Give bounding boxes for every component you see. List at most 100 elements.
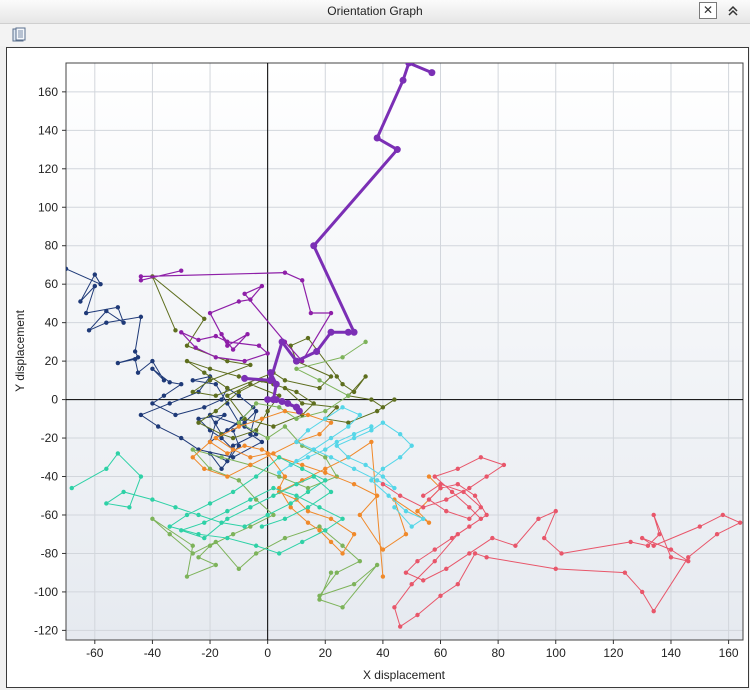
data-point xyxy=(542,535,547,541)
data-point xyxy=(294,493,299,498)
data-point xyxy=(323,416,328,422)
series-line xyxy=(382,456,741,628)
data-point xyxy=(323,478,328,483)
data-point xyxy=(374,493,380,498)
x-tick-label: -60 xyxy=(86,646,104,660)
x-axis-title: X displacement xyxy=(363,668,446,682)
data-point xyxy=(346,420,351,425)
y-tick-label: 60 xyxy=(45,277,59,291)
toolbar xyxy=(0,24,750,46)
data-point xyxy=(317,505,322,510)
data-point xyxy=(196,337,201,343)
y-tick-label: -80 xyxy=(41,546,59,560)
data-point xyxy=(150,366,155,372)
data-point xyxy=(121,320,126,325)
data-point xyxy=(265,451,270,456)
data-point xyxy=(196,555,201,560)
data-point xyxy=(311,447,316,452)
data-point xyxy=(236,443,242,448)
data-point xyxy=(236,420,242,425)
data-point xyxy=(328,310,334,316)
data-point xyxy=(363,462,368,468)
data-point xyxy=(179,528,184,533)
data-point xyxy=(242,291,247,296)
data-point xyxy=(553,508,558,514)
data-point xyxy=(369,478,374,483)
data-point xyxy=(380,547,386,552)
data-point xyxy=(403,508,409,514)
data-point xyxy=(639,589,645,595)
data-point xyxy=(184,574,190,579)
data-point xyxy=(213,355,219,360)
data-point xyxy=(167,401,172,406)
data-point xyxy=(300,539,305,545)
data-point xyxy=(720,512,726,518)
data-point xyxy=(426,474,432,479)
series-8 xyxy=(380,455,743,629)
data-point xyxy=(340,543,345,548)
data-point xyxy=(444,566,449,572)
data-point xyxy=(415,508,420,514)
data-point xyxy=(207,366,213,372)
data-point xyxy=(225,339,230,345)
data-point xyxy=(328,516,334,522)
title-bar: Orientation Graph ✕ xyxy=(0,0,750,24)
data-point xyxy=(271,512,276,518)
data-point xyxy=(66,266,69,271)
data-point xyxy=(173,505,178,510)
series-5 xyxy=(190,408,443,579)
data-point xyxy=(310,242,318,250)
close-button[interactable]: ✕ xyxy=(699,2,717,19)
data-point xyxy=(313,348,321,355)
data-point xyxy=(245,331,250,337)
data-point xyxy=(213,420,219,425)
data-point xyxy=(98,281,103,287)
data-point xyxy=(259,439,265,445)
data-point xyxy=(190,447,195,452)
data-point xyxy=(501,462,507,468)
data-point xyxy=(305,485,311,491)
data-point xyxy=(311,401,316,406)
data-point xyxy=(323,470,328,475)
data-point xyxy=(340,405,345,410)
data-point xyxy=(317,432,322,437)
data-point xyxy=(213,333,219,339)
data-point xyxy=(328,539,334,545)
data-point xyxy=(253,551,259,556)
y-tick-label: 140 xyxy=(38,123,58,137)
series-7 xyxy=(69,451,345,556)
x-tick-label: 80 xyxy=(491,646,505,660)
data-point xyxy=(421,505,426,510)
save-report-icon[interactable] xyxy=(11,27,27,43)
data-point xyxy=(248,497,253,502)
data-point xyxy=(323,455,328,460)
data-point xyxy=(104,466,109,472)
data-point xyxy=(219,331,224,337)
data-point xyxy=(472,551,478,556)
data-point xyxy=(248,381,253,387)
data-point xyxy=(207,439,213,445)
data-point xyxy=(225,516,230,522)
data-point xyxy=(392,397,397,402)
data-point xyxy=(380,466,386,472)
data-point xyxy=(449,535,455,541)
data-point xyxy=(104,308,109,314)
data-point xyxy=(213,408,219,414)
data-point xyxy=(241,374,249,382)
data-point xyxy=(132,349,138,354)
data-point xyxy=(305,455,311,460)
data-point xyxy=(392,485,397,491)
data-point xyxy=(340,551,345,556)
y-tick-label: 20 xyxy=(45,354,59,368)
x-tick-label: 140 xyxy=(661,646,681,660)
data-point xyxy=(236,389,242,395)
data-point xyxy=(161,378,167,383)
data-point xyxy=(346,455,351,460)
window-title: Orientation Graph xyxy=(327,4,423,18)
data-point xyxy=(121,489,126,495)
data-point xyxy=(357,558,363,564)
collapse-button[interactable] xyxy=(726,3,740,19)
data-point xyxy=(138,314,144,320)
data-point xyxy=(737,520,743,525)
